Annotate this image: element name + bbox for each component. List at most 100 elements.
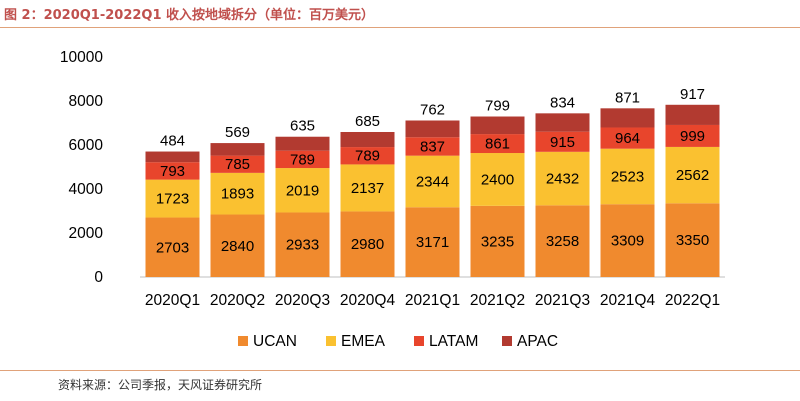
data-label: 2933 (286, 237, 319, 254)
bar-segment (210, 143, 265, 156)
bar-segment (665, 124, 720, 147)
data-label: 2019 (286, 182, 319, 199)
bar-segment (405, 120, 460, 138)
data-label: 2840 (221, 238, 254, 255)
x-tick-label: 2021Q3 (535, 292, 590, 309)
bar-segment (665, 146, 720, 204)
data-label: 3235 (481, 233, 514, 250)
data-label: 861 (485, 136, 510, 153)
y-tick-label: 10000 (60, 49, 103, 66)
bar-segment (405, 137, 460, 156)
bar-segment (275, 136, 330, 151)
data-label: 3309 (611, 233, 644, 250)
bar-segment (535, 131, 590, 152)
data-label: 917 (680, 86, 705, 103)
data-label: 3258 (546, 233, 579, 250)
bar-segment (145, 151, 200, 163)
data-label: 999 (680, 128, 705, 145)
x-tick-label: 2021Q1 (405, 292, 460, 309)
x-tick-label: 2022Q1 (665, 292, 720, 309)
x-tick-label: 2020Q4 (340, 292, 396, 309)
x-tick-label: 2020Q3 (275, 292, 330, 309)
data-label: 1723 (156, 191, 189, 208)
bar-segment (665, 104, 720, 125)
data-label: 3171 (416, 234, 449, 251)
legend-label: APAC (517, 333, 558, 350)
data-label: 834 (550, 94, 575, 111)
title-divider (0, 27, 800, 28)
bar-segment (145, 179, 200, 218)
bar-segment (275, 150, 330, 169)
data-label: 789 (355, 148, 380, 165)
legend-swatch (326, 336, 336, 346)
bar-segment (535, 205, 590, 277)
bar-segment (275, 212, 330, 277)
data-label: 685 (355, 113, 380, 130)
bar-segment (535, 113, 590, 132)
data-label: 915 (550, 134, 575, 151)
data-label: 793 (160, 163, 185, 180)
bar-segment (470, 134, 525, 154)
y-tick-label: 0 (94, 269, 103, 286)
bar-segment (470, 116, 525, 135)
y-tick-label: 6000 (69, 137, 104, 154)
bar-segment (340, 147, 395, 165)
bar-segment (600, 108, 655, 128)
legend-label: EMEA (341, 333, 386, 350)
bar-segment (600, 127, 655, 149)
bar-segment (275, 168, 330, 213)
bar-segment (665, 203, 720, 277)
chart-title: 图 2：2020Q1-2022Q1 收入按地域拆分（单位：百万美元） (4, 8, 375, 23)
data-label: 635 (290, 118, 315, 135)
legend-label: LATAM (429, 333, 478, 350)
bar-segment (470, 205, 525, 277)
data-label: 2432 (546, 171, 579, 188)
bar-segment (210, 155, 265, 173)
data-label: 785 (225, 156, 250, 173)
data-label: 2562 (676, 167, 709, 184)
x-tick-label: 2021Q2 (470, 292, 525, 309)
data-label: 1893 (221, 186, 254, 203)
bar-segment (145, 162, 200, 180)
bar-segment (600, 148, 655, 205)
bar-segment (405, 207, 460, 277)
data-label: 2400 (481, 171, 514, 188)
bar-segment (470, 153, 525, 206)
data-label: 837 (420, 138, 445, 155)
data-label: 762 (420, 101, 445, 118)
bar-segment (210, 172, 265, 215)
data-label: 2703 (156, 239, 189, 256)
y-tick-label: 2000 (69, 225, 104, 242)
legend-swatch (238, 336, 248, 346)
data-label: 799 (485, 98, 510, 115)
bar-segment (145, 217, 200, 277)
y-tick-label: 8000 (69, 93, 104, 110)
x-tick-label: 2020Q1 (145, 292, 200, 309)
source-divider (0, 370, 800, 371)
x-tick-label: 2020Q2 (210, 292, 265, 309)
bar-segment (340, 131, 395, 148)
data-label: 2344 (416, 173, 449, 190)
data-label: 2523 (611, 168, 644, 185)
legend-swatch (414, 336, 424, 346)
bar-segment (405, 155, 460, 208)
data-label: 2137 (351, 180, 384, 197)
x-tick-label: 2021Q4 (600, 292, 656, 309)
y-tick-label: 4000 (69, 181, 104, 198)
data-label: 484 (160, 133, 185, 150)
legend-swatch (502, 336, 512, 346)
data-label: 2980 (351, 236, 384, 253)
bar-segment (600, 204, 655, 277)
data-label: 569 (225, 124, 250, 141)
bar-segment (340, 164, 395, 212)
data-label: 3350 (676, 232, 709, 249)
data-label: 789 (290, 151, 315, 168)
bar-segment (535, 151, 590, 206)
bar-segment (210, 214, 265, 277)
bar-segment (340, 211, 395, 277)
data-label: 964 (615, 130, 640, 147)
data-label: 871 (615, 89, 640, 106)
source-note: 资料来源：公司季报，天风证券研究所 (58, 378, 263, 392)
legend-label: UCAN (253, 333, 297, 350)
